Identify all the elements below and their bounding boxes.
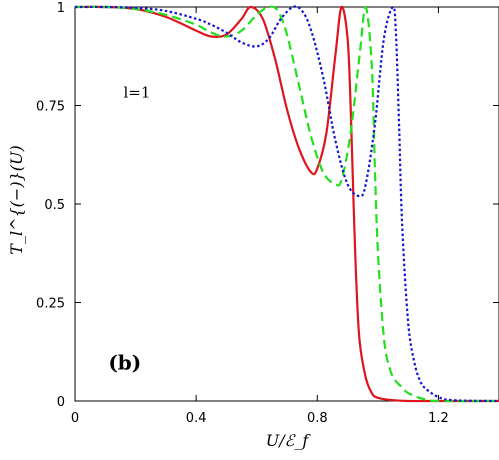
series-layer	[74, 5, 499, 403]
annotation-panel-b: (b)	[108, 350, 141, 374]
y-tick-label: 0.25	[36, 297, 65, 312]
y-tick-label: 0.5	[44, 198, 65, 213]
axis-ticks	[74, 6, 499, 402]
annotation-l: l=1	[123, 84, 150, 102]
y-tick-label: 1	[57, 1, 65, 16]
y-axis-label: T_l^{(−)}(U)	[7, 145, 26, 254]
x-tick-label: 0.8	[307, 411, 328, 426]
series-line-2	[74, 5, 499, 403]
plot-area-frame	[74, 6, 499, 402]
x-tick-label: 0	[71, 411, 79, 426]
x-axis-label: U/ℰ_f	[266, 431, 312, 450]
series-line-3	[74, 5, 499, 403]
x-tick-label: 0.4	[186, 411, 207, 426]
series-line-1	[74, 5, 499, 403]
x-tick-label: 1.2	[428, 411, 449, 426]
y-tick-label: 0	[57, 395, 65, 410]
y-tick-label: 0.75	[36, 100, 65, 115]
tick-labels: 0 0.4 0.8 1.2 0 0.25 0.5 0.75 1	[36, 1, 449, 426]
